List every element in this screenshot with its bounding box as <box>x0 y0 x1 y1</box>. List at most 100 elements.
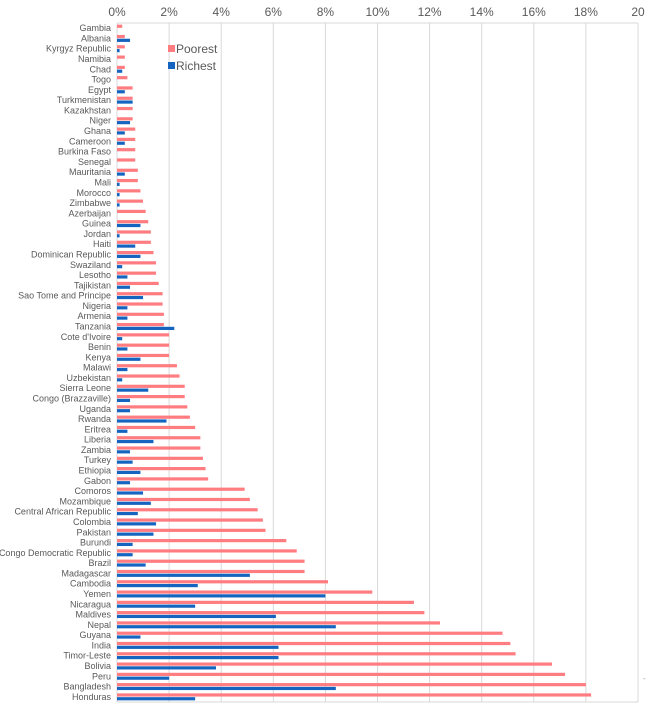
category-label: Azerbaijan <box>68 208 111 218</box>
bar-poorest <box>117 693 592 697</box>
bar-poorest <box>117 158 136 162</box>
x-tick-label: 4% <box>213 5 231 19</box>
category-label: Congo (Brazzaville) <box>32 394 111 404</box>
bar-richest <box>117 172 125 176</box>
bar-richest <box>117 337 123 341</box>
bar-poorest <box>117 683 586 687</box>
bar-poorest <box>117 96 133 100</box>
category-label: Haiti <box>93 239 111 249</box>
category-label: Cambodia <box>70 579 111 589</box>
bar-richest <box>117 398 131 403</box>
category-label: Pakistan <box>76 527 111 537</box>
bar-richest <box>117 254 141 258</box>
x-tick-label: 6% <box>265 5 283 19</box>
category-label: Brazil <box>88 558 111 568</box>
x-tick-label: 0% <box>108 5 126 19</box>
bar-poorest <box>117 302 163 306</box>
bar-richest <box>117 419 167 423</box>
bar-richest <box>117 38 131 42</box>
bar-poorest <box>117 178 138 183</box>
bar-poorest <box>117 518 263 522</box>
category-label: Comoros <box>74 486 111 496</box>
category-label: Namibia <box>78 54 111 64</box>
bar-richest <box>117 265 123 269</box>
category-label: Nepal <box>87 620 111 630</box>
bar-richest <box>117 542 133 547</box>
bar-richest <box>117 532 154 536</box>
category-label: Uzbekistan <box>66 373 111 383</box>
category-label: Liberia <box>84 435 111 445</box>
bar-richest <box>117 357 141 361</box>
bar-richest <box>117 244 136 248</box>
x-tick-label: 20 <box>631 5 645 19</box>
bar-poorest <box>117 405 188 409</box>
bar-richest <box>117 625 336 629</box>
category-label: Sierra Leone <box>59 383 111 393</box>
stray-mark: - <box>643 674 646 683</box>
bar-poorest <box>117 549 297 553</box>
bar-poorest <box>117 487 245 491</box>
category-label: Central African Republic <box>14 507 111 517</box>
bar-poorest <box>117 76 128 80</box>
category-label: Madagascar <box>61 568 111 578</box>
category-label: Kyrgyz Republic <box>46 44 112 54</box>
bar-richest <box>117 573 250 577</box>
bar-richest <box>117 388 149 392</box>
category-label: Morocco <box>76 188 111 198</box>
bar-poorest <box>117 209 146 214</box>
bar-richest <box>117 367 128 372</box>
x-tick-label: 12% <box>418 5 442 19</box>
category-label: Egypt <box>88 85 112 95</box>
bar-poorest <box>117 55 125 59</box>
bar-richest <box>117 645 279 649</box>
bar-poorest <box>117 261 157 265</box>
bar-richest <box>117 141 125 145</box>
bar-richest <box>117 511 138 516</box>
bar-richest <box>117 604 196 608</box>
bar-poorest <box>117 240 151 244</box>
bar-richest <box>117 491 144 495</box>
bar-poorest <box>117 415 190 419</box>
bar-richest <box>117 100 133 104</box>
bar-richest <box>117 563 146 567</box>
bar-poorest <box>117 425 196 430</box>
category-label: Kazakhstan <box>64 105 111 115</box>
bar-richest <box>117 90 125 94</box>
bar-richest <box>117 676 170 680</box>
category-label: Dominican Republic <box>31 249 112 259</box>
bar-poorest <box>117 611 425 615</box>
bar-richest <box>117 234 120 238</box>
bar-poorest <box>117 641 511 646</box>
category-label: Armenia <box>77 311 111 321</box>
bar-poorest <box>117 168 138 172</box>
bar-poorest <box>117 374 180 378</box>
x-tick-label: 18% <box>574 5 598 19</box>
x-axis-ticks: 0% 2% 4% 6% 8% 10% 12% 14% 16% 18% 20 <box>108 5 645 19</box>
bar-poorest <box>117 384 185 388</box>
category-label: Zambia <box>81 445 111 455</box>
category-label: Togo <box>91 75 111 85</box>
category-label: Tajikistan <box>74 280 111 290</box>
bar-poorest <box>117 322 164 327</box>
bar-poorest <box>117 148 136 152</box>
bar-richest <box>117 481 131 485</box>
bar-richest <box>117 666 216 670</box>
bar-poorest <box>117 250 154 255</box>
bar-richest <box>117 316 128 320</box>
bar-poorest <box>117 137 136 142</box>
category-label: Maldives <box>75 610 111 620</box>
bar-poorest <box>117 220 149 224</box>
category-label: India <box>91 640 111 650</box>
bar-richest <box>117 121 131 125</box>
category-label: Senegal <box>78 157 111 167</box>
x-tick-label: 16% <box>522 5 546 19</box>
bar-richest <box>117 275 128 279</box>
bar-poorest <box>117 456 203 460</box>
category-label: Eritrea <box>84 424 111 434</box>
bar-richest <box>117 686 336 691</box>
category-label: Bangladesh <box>63 682 111 692</box>
bar-richest <box>117 697 196 701</box>
bar-richest <box>117 409 131 413</box>
